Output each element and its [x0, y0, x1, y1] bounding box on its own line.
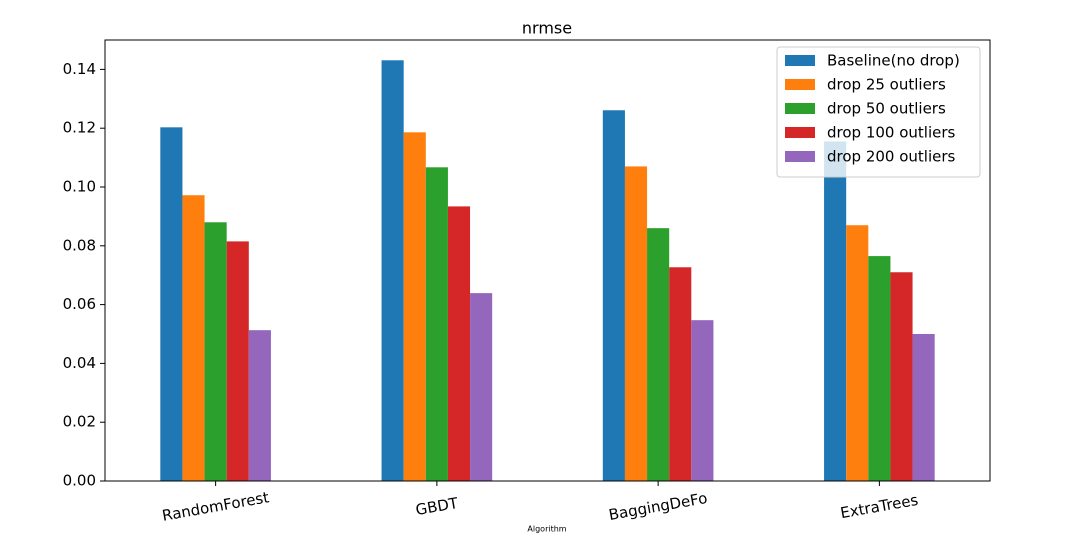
legend-label: Baseline(no drop)	[827, 52, 960, 70]
legend-label: drop 100 outliers	[827, 124, 956, 142]
bar	[425, 167, 448, 481]
y-tick-label: 0.08	[63, 236, 96, 254]
legend-label: drop 50 outliers	[827, 100, 946, 118]
bar	[912, 334, 935, 481]
legend-swatch	[785, 151, 815, 162]
y-tick-label: 0.06	[63, 295, 96, 313]
y-tick-label: 0.14	[63, 60, 96, 78]
bar	[602, 110, 625, 482]
bar	[470, 293, 493, 481]
y-tick-label: 0.02	[63, 413, 96, 431]
bar	[447, 206, 471, 482]
chart-title: nrmse	[522, 19, 572, 38]
x-axis-label: Algorithm	[527, 525, 566, 534]
bar	[226, 241, 249, 481]
bar	[691, 320, 714, 481]
bar	[669, 267, 692, 481]
bar	[204, 222, 227, 481]
legend-label: drop 25 outliers	[827, 76, 946, 94]
bar	[182, 195, 205, 481]
bar	[868, 256, 891, 481]
bar	[890, 272, 913, 481]
legend-box	[776, 46, 981, 178]
legend-swatch	[785, 55, 815, 66]
y-tick-label: 0.04	[63, 354, 96, 372]
bar	[846, 225, 869, 481]
bar	[824, 141, 847, 481]
legend-swatch	[785, 79, 815, 90]
bar	[381, 60, 404, 481]
y-tick-label: 0.10	[63, 178, 96, 196]
legend-swatch	[785, 127, 815, 138]
x-tick-label: RandomForest	[161, 488, 271, 525]
bar	[403, 132, 426, 482]
bar	[160, 127, 183, 482]
plot-frame	[104, 39, 991, 482]
x-tick-label: ExtraTrees	[839, 491, 920, 522]
x-tick-label: BaggingDeFo	[607, 489, 708, 524]
legend-swatch	[785, 103, 815, 114]
bar	[624, 166, 648, 482]
x-tick-label: GBDT	[414, 494, 460, 519]
legend-label: drop 200 outliers	[827, 148, 956, 166]
bar	[248, 330, 271, 481]
y-tick-label: 0.12	[63, 119, 96, 137]
bar	[647, 228, 670, 481]
y-tick-label: 0.00	[63, 472, 96, 490]
